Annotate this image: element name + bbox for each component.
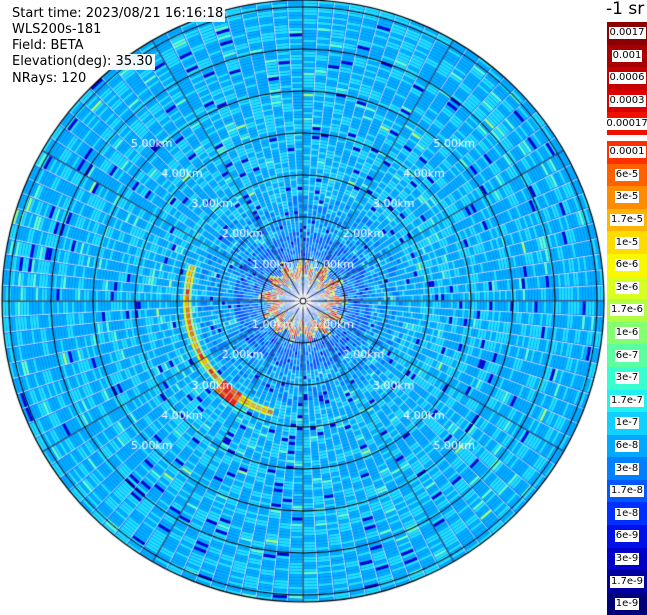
legend-label: 0.0003: [608, 95, 646, 108]
legend-item: 6e-9: [607, 525, 647, 548]
legend-item: 1e-5: [607, 231, 647, 254]
legend-label: 1e-5: [614, 236, 640, 249]
legend-item: 1e-9: [607, 592, 647, 615]
legend-label: 6e-7: [614, 349, 640, 362]
legend-label: 6e-9: [614, 530, 640, 543]
legend-label: 3e-9: [614, 552, 640, 565]
legend-item: 0.0017: [607, 22, 647, 45]
legend-item: 1.7e-5: [607, 208, 647, 232]
legend-label: 6e-6: [614, 259, 640, 272]
legend-item: 6e-8: [607, 434, 647, 458]
legend-label: 1.7e-6: [609, 304, 645, 317]
legend-label: 3e-7: [614, 372, 640, 385]
legend-item: 3e-8: [607, 457, 647, 480]
legend-label: 1e-7: [614, 417, 640, 430]
legend-label: 1.7e-9: [609, 575, 645, 588]
legend-item: 3e-6: [607, 276, 647, 300]
legend-item: 1.7e-7: [607, 389, 647, 413]
legend-item: 0.0001: [607, 140, 647, 164]
legend-item: 1.7e-9: [607, 570, 647, 593]
legend-label: 1e-8: [614, 507, 640, 520]
legend-item: 1.7e-8: [607, 479, 647, 503]
legend-gap: [607, 134, 647, 141]
legend-item: 3e-9: [607, 547, 647, 571]
legend-item: 1.7e-6: [607, 299, 647, 322]
legend-item: 1e-8: [607, 502, 647, 526]
legend-label: 1.7e-7: [609, 394, 645, 407]
legend-label: 1e-6: [614, 327, 640, 340]
ppi-plot: [0, 0, 612, 607]
start-time-label: Start time: 2023/08/21 16:16:18: [10, 6, 226, 22]
legend-label: 0.001: [611, 49, 643, 62]
legend-label: 1.7e-5: [609, 214, 645, 227]
colorbar-legend: 0.0017 0.001 0.0006 0.0003 0.00017 0.0001 6e-5…: [605, 22, 647, 615]
legend-label: 6e-5: [614, 168, 640, 181]
legend-label: 0.0017: [608, 27, 646, 40]
unit-label: -1 sr: [606, 0, 645, 19]
legend-label: 1.7e-8: [609, 485, 645, 498]
nrays-label: NRays: 120: [10, 71, 89, 87]
legend-item: 1e-6: [607, 321, 647, 345]
legend-label: 0.0001: [608, 146, 646, 159]
legend-item: 0.001: [607, 44, 647, 68]
field-label: Field: BETA: [10, 38, 86, 54]
legend-label: 3e-5: [614, 191, 640, 204]
legend-item: 0.0003: [607, 89, 647, 113]
legend-item: 6e-7: [607, 344, 647, 367]
legend-item: 0.0006: [607, 67, 647, 90]
elevation-label: Elevation(deg): 35.30: [10, 54, 155, 70]
legend-label: 6e-8: [614, 439, 640, 452]
legend-label: 3e-6: [614, 281, 640, 294]
legend-item: 3e-7: [607, 366, 647, 390]
legend-label: 0.00017: [605, 117, 647, 130]
legend-item: 0.00017: [605, 112, 647, 135]
legend-item: 1e-7: [607, 412, 647, 435]
legend-item: 6e-6: [607, 253, 647, 277]
legend-label: 1e-9: [614, 598, 640, 611]
legend-item: 3e-5: [607, 186, 647, 209]
instrument-label: WLS200s-181: [10, 22, 104, 38]
legend-item: 6e-5: [607, 163, 647, 187]
legend-label: 0.0006: [608, 72, 646, 85]
legend-label: 3e-8: [614, 462, 640, 475]
